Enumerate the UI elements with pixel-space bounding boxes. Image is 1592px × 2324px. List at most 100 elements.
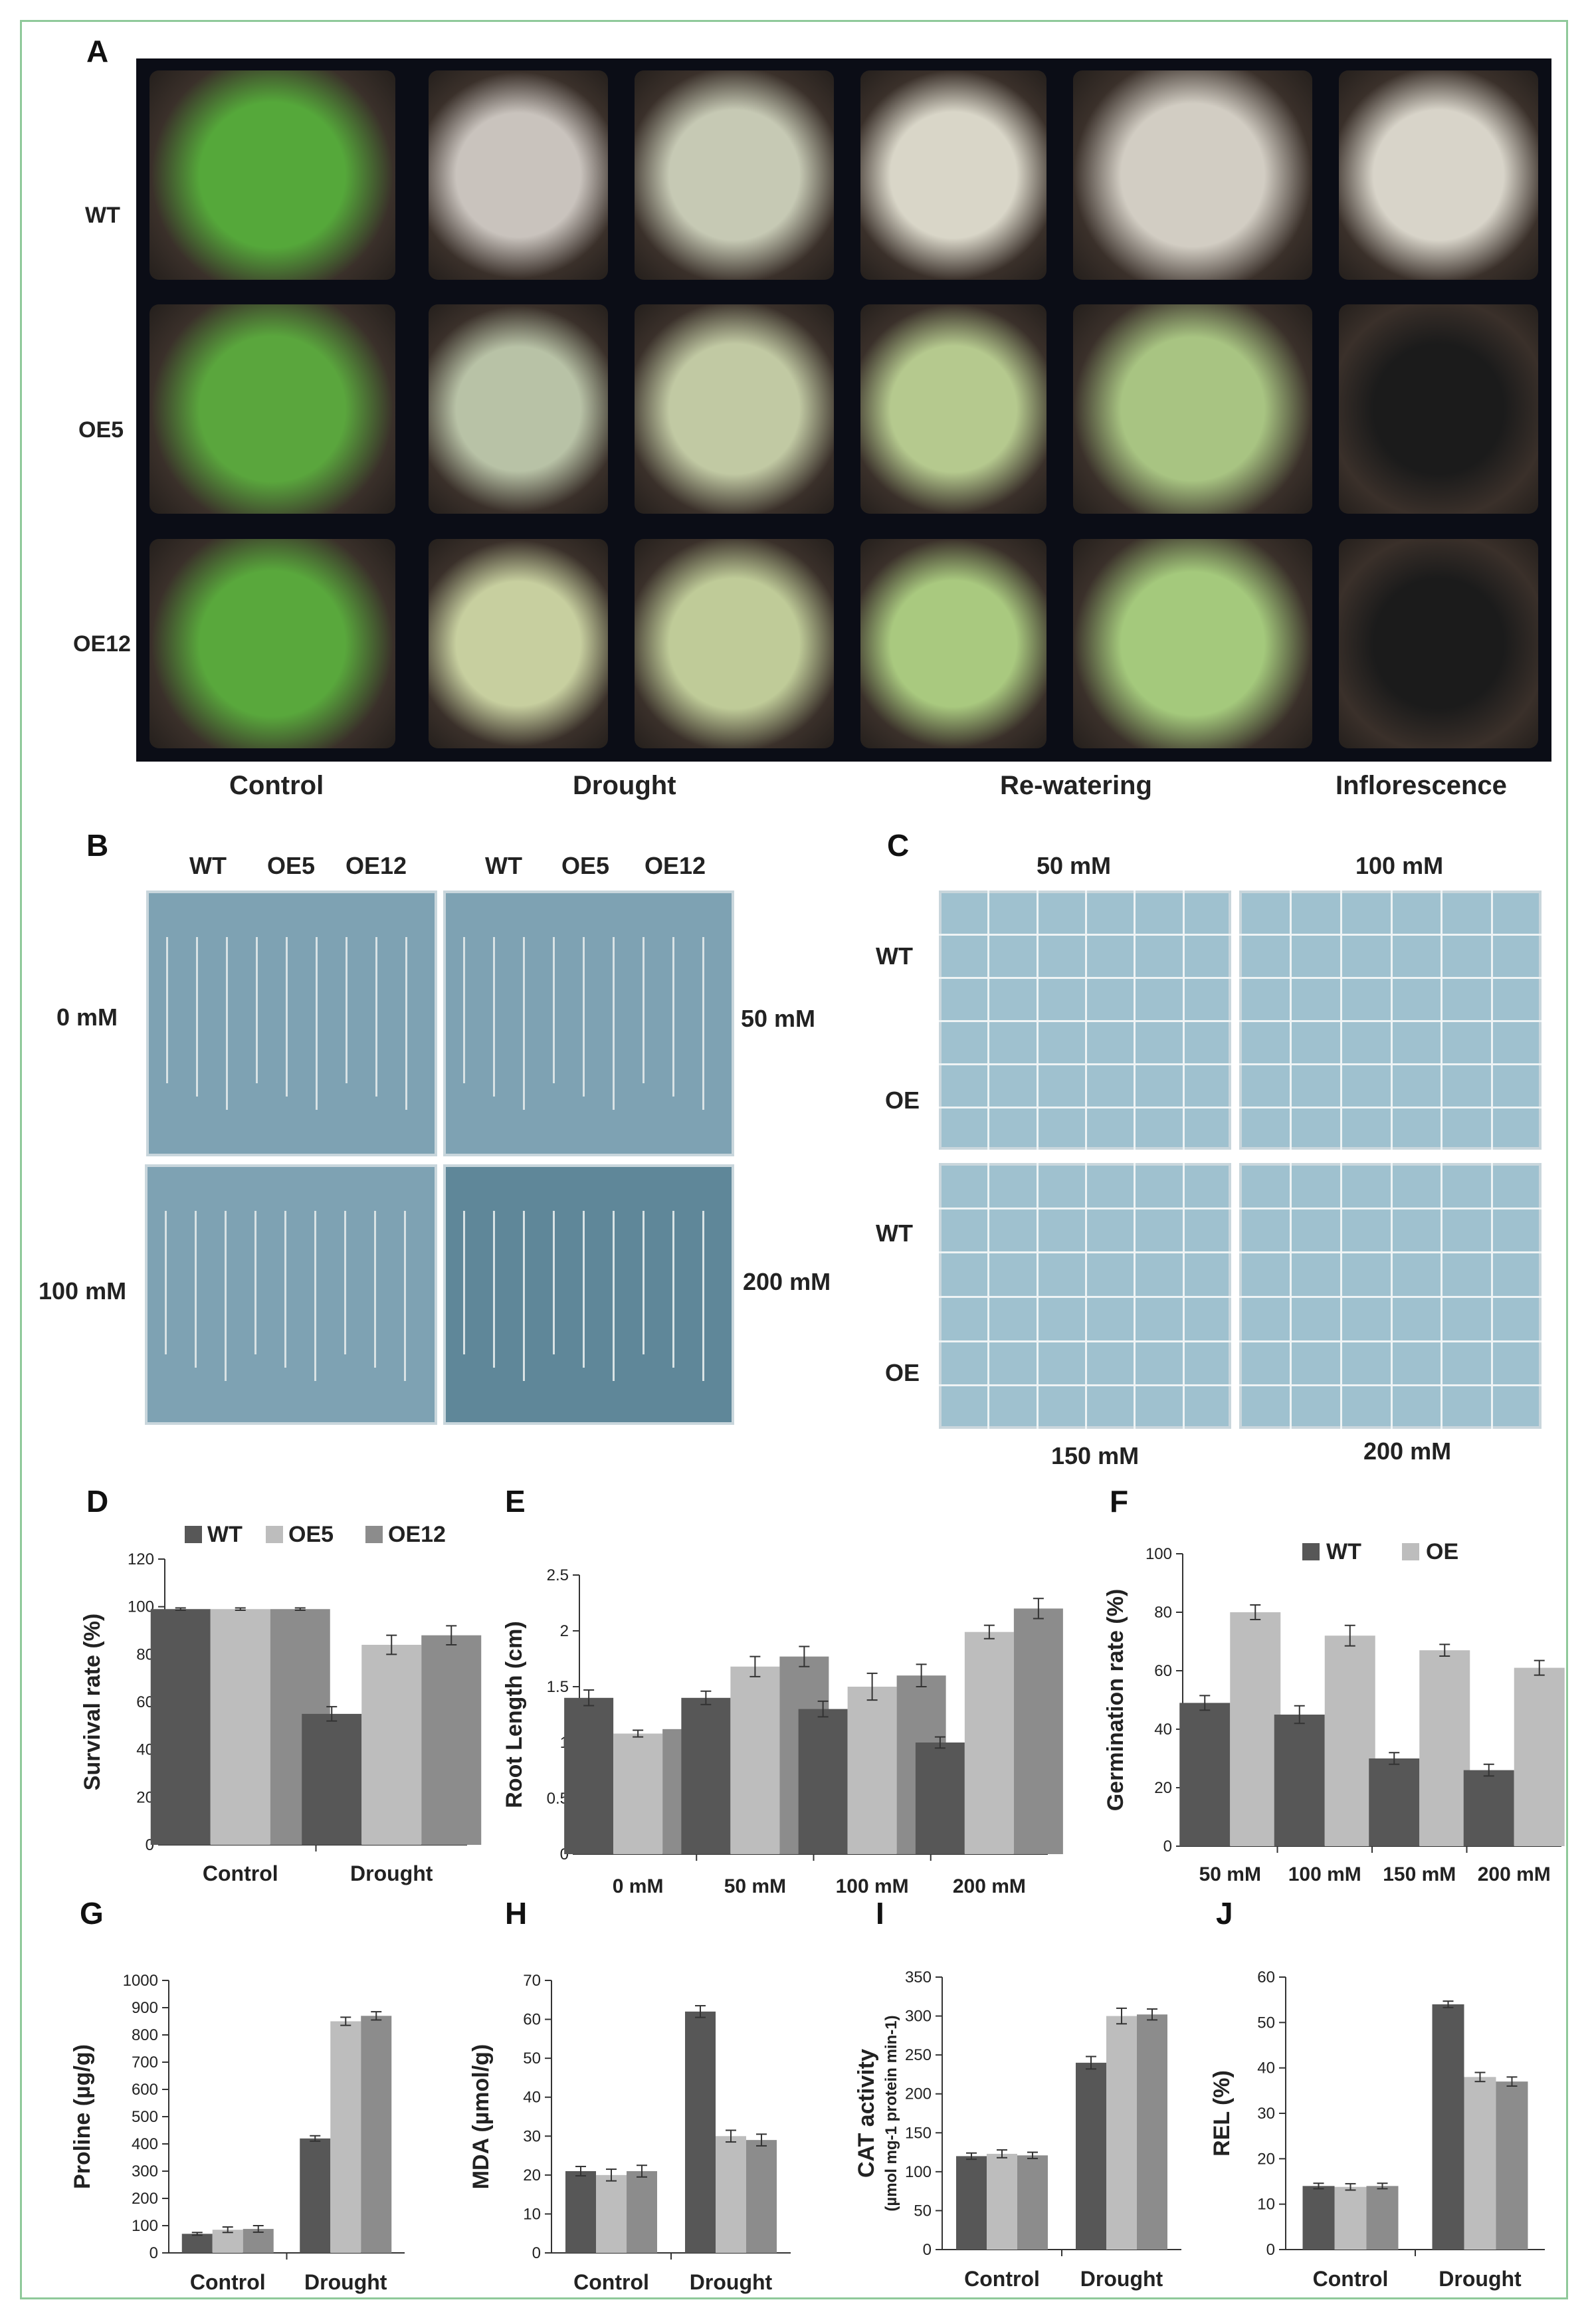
y-tick-label: 50 — [1257, 2014, 1275, 2032]
y-tick-label: 100 — [1145, 1545, 1172, 1563]
bar-h — [565, 2171, 596, 2253]
category-label: Drought — [350, 1861, 433, 1885]
y-tick-label: 50 — [914, 2202, 932, 2220]
root-strand — [493, 937, 495, 1097]
plate-b-conc-0: 0 mM — [56, 1004, 118, 1031]
bar-e — [681, 1697, 731, 1854]
y-axis-label: Germination rate (%) — [1103, 1589, 1128, 1811]
category-label: 150 mM — [1383, 1863, 1456, 1885]
bar-e — [564, 1697, 614, 1854]
panel-letter-g: G — [80, 1896, 104, 1931]
y-tick-label: 60 — [1257, 1968, 1275, 1986]
plate-b-col-oe12-2: OE12 — [645, 852, 706, 879]
root-strand — [672, 937, 674, 1097]
bar-i — [987, 2153, 1017, 2250]
y-tick-label: 30 — [523, 2127, 541, 2145]
plate-c-row-oe-2: OE — [885, 1359, 920, 1386]
panel-letter-a: A — [86, 34, 109, 68]
col-label-control: Control — [229, 771, 324, 800]
grid-line — [1491, 1163, 1494, 1429]
grid-line — [1239, 1063, 1542, 1065]
panel-letter-j: J — [1216, 1896, 1233, 1931]
grid-line — [1239, 1296, 1542, 1298]
y-tick-label: 60 — [523, 2011, 541, 2029]
legend-label: WT — [1326, 1539, 1361, 1564]
plant-pot-photo — [1339, 539, 1538, 748]
grid-line — [1239, 1020, 1542, 1022]
grid-line — [939, 1384, 1231, 1387]
root-strand — [254, 1211, 256, 1354]
bar-i — [1076, 2062, 1106, 2250]
plate-b-col-wt: WT — [189, 852, 227, 879]
legend-swatch — [266, 1526, 283, 1543]
plate-c-conc-200: 200 mM — [1363, 1437, 1452, 1465]
panel-letter-i: I — [876, 1896, 884, 1931]
y-tick-label: 40 — [523, 2089, 541, 2107]
plant-pot-photo — [635, 539, 834, 748]
root-strand — [166, 937, 168, 1083]
grid-line — [1239, 1340, 1542, 1342]
y-tick-label: 0 — [1163, 1838, 1172, 1855]
bar-h — [716, 2136, 746, 2253]
category-label: Drought — [304, 2270, 387, 2294]
root-strand — [643, 1211, 645, 1354]
plant-pot-photo — [1073, 304, 1312, 514]
panel-letter-f: F — [1110, 1484, 1128, 1519]
plate-b-conc-200: 200 mM — [743, 1268, 831, 1295]
bar-h — [627, 2171, 657, 2253]
plant-pot-photo — [429, 70, 608, 280]
grid-line — [1441, 891, 1443, 1150]
panel-letter-b: B — [86, 828, 109, 863]
root-strand — [405, 937, 407, 1110]
category-label: Control — [964, 2267, 1040, 2291]
root-strand — [195, 1211, 197, 1368]
y-axis-label: Root Length (cm) — [502, 1621, 527, 1808]
y-tick-label: 500 — [132, 2108, 158, 2126]
bar-g — [300, 2138, 331, 2253]
plant-pot-photo — [635, 304, 834, 514]
y-tick-label: 300 — [132, 2163, 158, 2180]
y-tick-label: 50 — [523, 2050, 541, 2067]
plant-photo-grid — [136, 58, 1551, 762]
bar-e — [613, 1733, 663, 1854]
plant-pot-photo — [860, 539, 1046, 748]
category-label: 200 mM — [953, 1875, 1026, 1897]
root-strand — [523, 1211, 525, 1381]
grid-line — [1182, 1163, 1185, 1429]
plant-pot-photo — [635, 70, 834, 280]
col-label-drought: Drought — [573, 771, 676, 800]
category-label: Control — [203, 1861, 278, 1885]
y-tick-label: 0 — [1266, 2241, 1275, 2259]
root-strand — [284, 1211, 286, 1368]
category-label: Drought — [1439, 2267, 1522, 2291]
plant-pot-photo — [149, 70, 395, 280]
y-tick-label: 800 — [132, 2026, 158, 2044]
root-plate-photo — [145, 1164, 437, 1425]
grid-line — [1134, 891, 1136, 1150]
y-tick-label: 40 — [1154, 1721, 1172, 1739]
category-label: 50 mM — [724, 1875, 786, 1897]
bar-i — [956, 2156, 987, 2250]
bar-h — [685, 2011, 716, 2253]
bar-d — [302, 1713, 362, 1845]
y-tick-label: 100 — [132, 2217, 158, 2235]
plant-pot-photo — [429, 539, 608, 748]
y-tick-label: 0 — [149, 2244, 158, 2262]
y-tick-label: 700 — [132, 2054, 158, 2071]
root-strand — [493, 1211, 495, 1368]
bar-e — [730, 1666, 780, 1854]
bar-h — [746, 2140, 777, 2253]
plate-b-col-oe5: OE5 — [267, 852, 316, 879]
bar-g — [361, 2016, 392, 2253]
root-strand — [463, 1211, 465, 1354]
y-axis-label: MDA (µmol/g) — [468, 2044, 494, 2190]
root-strand — [613, 1211, 615, 1381]
grid-line — [939, 1020, 1231, 1022]
bar-j — [1496, 2081, 1528, 2250]
plant-pot-photo — [149, 539, 395, 748]
plate-c-row-oe: OE — [885, 1087, 920, 1114]
root-plate-photo — [443, 1164, 734, 1425]
legend-label: OE5 — [288, 1522, 334, 1547]
root-strand — [314, 1211, 316, 1381]
